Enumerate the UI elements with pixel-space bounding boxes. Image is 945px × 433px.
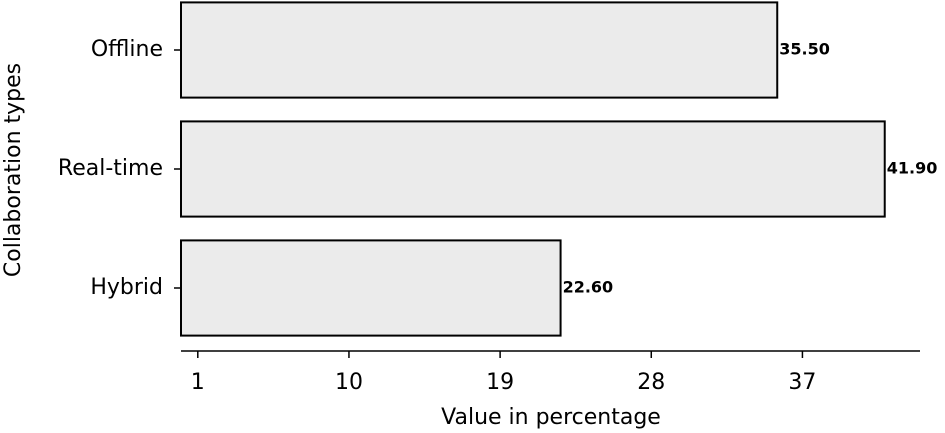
y-tick-label: Hybrid: [90, 275, 163, 300]
x-tick-label: 1: [191, 370, 205, 395]
data-label: 22.60: [563, 278, 614, 297]
x-tick-label: 19: [486, 370, 514, 395]
y-tick-label: Offline: [91, 37, 163, 62]
y-axis-label: Collaboration types: [1, 63, 26, 277]
bar: [180, 239, 562, 337]
bar: [180, 1, 779, 99]
x-tick-label: 10: [335, 370, 363, 395]
x-tick-label: 37: [788, 370, 816, 395]
y-tick-label: Real-time: [58, 156, 163, 181]
data-label: 41.90: [887, 159, 938, 178]
bar: [180, 120, 886, 218]
x-tick-label: 28: [637, 370, 665, 395]
x-axis-label: Value in percentage: [441, 405, 661, 430]
data-label: 35.50: [779, 40, 830, 59]
